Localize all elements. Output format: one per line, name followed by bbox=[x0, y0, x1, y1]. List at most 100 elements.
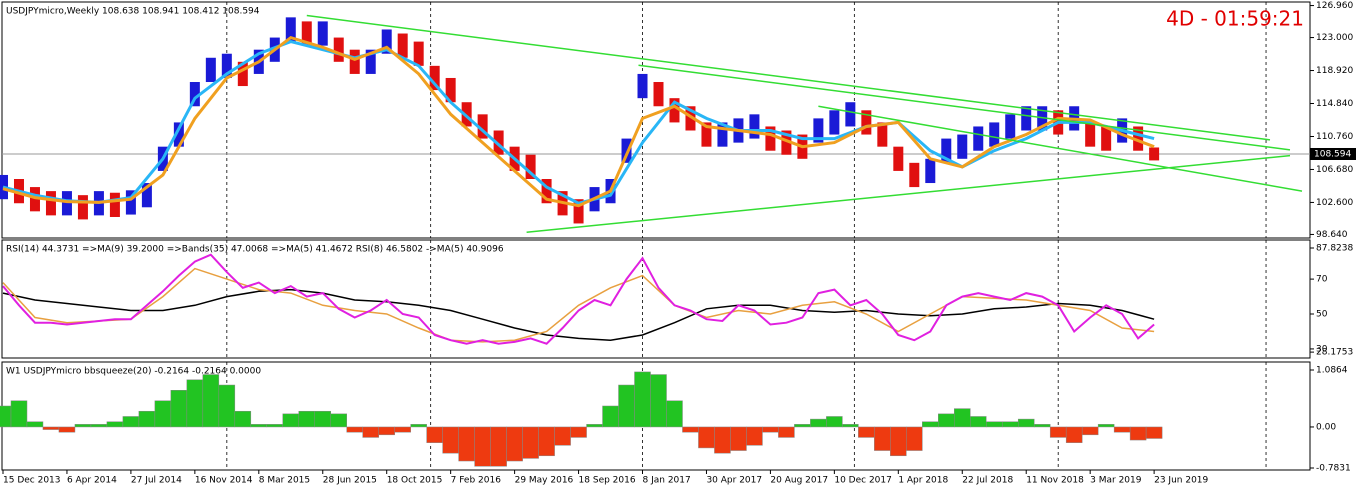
histogram-bar bbox=[0, 405, 12, 428]
histogram-bar bbox=[586, 424, 603, 428]
histogram-bar bbox=[410, 424, 427, 428]
histogram-bar bbox=[954, 408, 971, 428]
y-tick-label: 118.920 bbox=[1316, 66, 1353, 76]
histogram-bar bbox=[90, 424, 108, 428]
histogram-bar bbox=[330, 413, 347, 428]
histogram-bar bbox=[922, 421, 939, 428]
histogram-bar bbox=[538, 426, 555, 457]
x-tick-label: 18 Sep 2016 bbox=[579, 476, 636, 486]
price-bar bbox=[813, 118, 824, 143]
histogram-bar bbox=[266, 424, 284, 428]
histogram-bar bbox=[985, 421, 1003, 428]
x-tick-label: 15 Dec 2013 bbox=[3, 476, 61, 486]
x-tick-label: 7 Feb 2016 bbox=[451, 476, 502, 486]
histogram-bar bbox=[1145, 426, 1163, 439]
last-price-box bbox=[1310, 147, 1356, 160]
price-bar bbox=[973, 126, 984, 151]
y-tick-label: 106.680 bbox=[1316, 165, 1353, 175]
price-bar bbox=[429, 65, 440, 91]
price-bar bbox=[285, 17, 296, 42]
histogram-bar bbox=[890, 426, 907, 457]
histogram-bar bbox=[122, 416, 140, 428]
price-bar bbox=[61, 191, 72, 216]
trendline bbox=[306, 14, 1271, 141]
price-bar bbox=[1133, 126, 1144, 151]
x-tick-label: 8 Jan 2017 bbox=[643, 476, 691, 486]
price-bar bbox=[541, 179, 552, 204]
histogram-bar bbox=[490, 426, 507, 467]
price-bar bbox=[989, 122, 1000, 147]
price-bar bbox=[1101, 126, 1112, 151]
price-bar bbox=[669, 98, 680, 123]
x-tick-label: 22 Jul 2018 bbox=[962, 476, 1013, 486]
histogram-bar bbox=[394, 426, 411, 433]
histogram-bar bbox=[778, 426, 795, 438]
histogram-bar bbox=[314, 410, 332, 428]
price-bar bbox=[1085, 122, 1096, 147]
timer: 4D - 01:59:21 bbox=[1166, 7, 1304, 31]
histogram-bar bbox=[74, 424, 92, 428]
histogram-bar bbox=[250, 424, 268, 428]
histogram-bar bbox=[1129, 426, 1147, 441]
histogram-bar bbox=[602, 405, 619, 428]
price-bar bbox=[317, 21, 328, 46]
price-bar bbox=[653, 82, 664, 107]
y-tick-label: 110.760 bbox=[1316, 132, 1353, 142]
histogram-bar bbox=[458, 426, 475, 462]
histogram-bar bbox=[794, 424, 811, 428]
histogram-bar bbox=[1001, 421, 1019, 428]
price-bar bbox=[941, 138, 952, 163]
price-bar bbox=[685, 106, 696, 131]
trendline bbox=[526, 154, 1291, 234]
histogram-bar bbox=[682, 426, 699, 433]
price-bar bbox=[125, 190, 136, 215]
price-bar bbox=[637, 73, 648, 99]
histogram-bar bbox=[10, 400, 28, 428]
price-bar bbox=[477, 114, 488, 139]
x-tick-label: 6 Apr 2014 bbox=[67, 476, 117, 486]
histogram-bar bbox=[298, 410, 316, 428]
histogram-bar bbox=[58, 426, 76, 433]
x-tick-label: 20 Aug 2017 bbox=[770, 476, 828, 486]
histogram-bar bbox=[906, 426, 923, 451]
histogram-bar bbox=[858, 426, 875, 438]
histogram-bar bbox=[698, 426, 715, 449]
y-tick-label: 102.600 bbox=[1316, 198, 1353, 208]
price-bar bbox=[925, 158, 936, 184]
histogram-bar bbox=[634, 371, 651, 428]
price-bar bbox=[525, 154, 536, 179]
price-bar bbox=[205, 57, 216, 83]
price-bar bbox=[893, 146, 904, 171]
x-tick-label: 10 Dec 2017 bbox=[834, 476, 892, 486]
y-tick-label: 28.1753 bbox=[1316, 348, 1353, 358]
histogram-bar bbox=[554, 426, 571, 446]
price-bar bbox=[173, 122, 184, 147]
y-tick-label: 50 bbox=[1316, 310, 1328, 320]
y-tick-label: 87.8238 bbox=[1316, 243, 1353, 253]
price-bar bbox=[845, 102, 856, 127]
histogram-bar bbox=[362, 426, 379, 438]
price-bar bbox=[877, 122, 888, 147]
x-tick-label: 30 Apr 2017 bbox=[706, 476, 762, 486]
x-tick-label: 11 Nov 2018 bbox=[1026, 476, 1084, 486]
histogram-bar bbox=[346, 426, 363, 433]
histogram-bar bbox=[762, 426, 779, 433]
price-bar bbox=[381, 29, 392, 54]
price-bar bbox=[909, 162, 920, 188]
price-bar bbox=[333, 37, 344, 62]
price-bar bbox=[1005, 114, 1016, 139]
histogram-bar bbox=[202, 374, 220, 428]
x-tick-label: 23 Jun 2019 bbox=[1154, 476, 1208, 486]
indicator-line bbox=[2, 288, 1155, 341]
histogram-bar bbox=[1033, 424, 1051, 428]
histogram-bar bbox=[234, 410, 252, 428]
y-tick-label: 0.00 bbox=[1316, 422, 1336, 432]
histogram-bar bbox=[42, 426, 60, 430]
histogram-bar bbox=[1049, 426, 1067, 438]
histogram-bar bbox=[666, 400, 683, 428]
price-bar bbox=[29, 187, 40, 212]
price-bar bbox=[957, 134, 968, 159]
price-bar bbox=[493, 130, 504, 155]
histogram-bar bbox=[970, 416, 987, 428]
